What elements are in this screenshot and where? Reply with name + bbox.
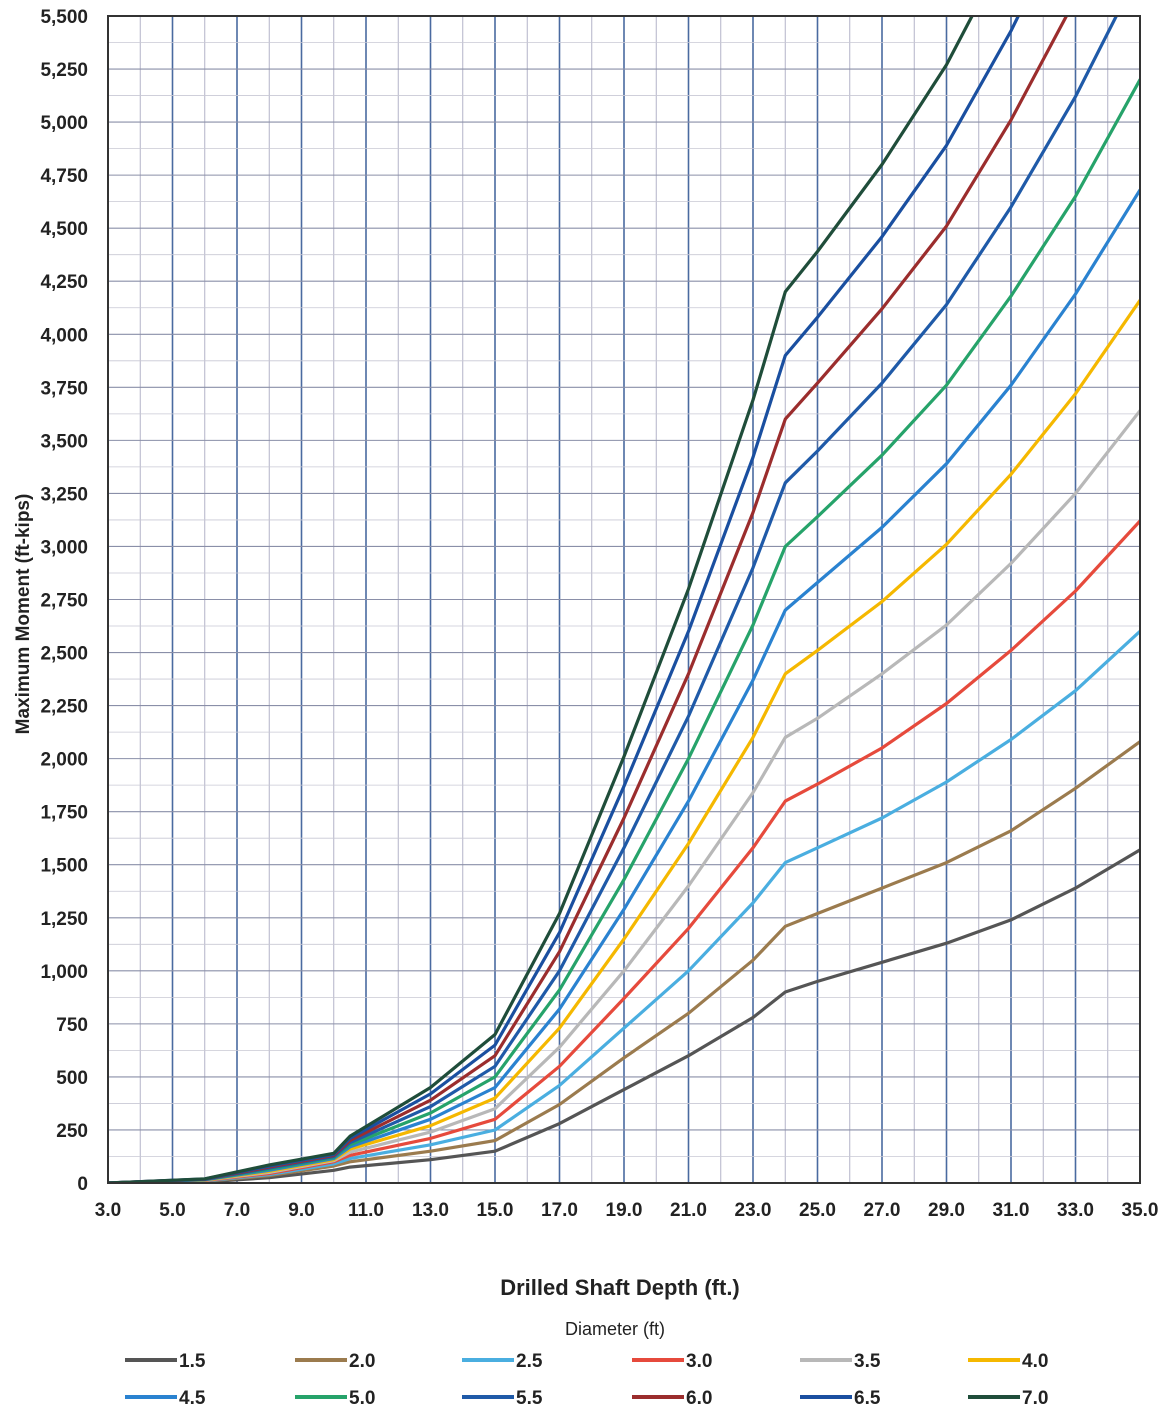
x-tick-label: 33.0	[1057, 1200, 1094, 1221]
x-tick-label: 7.0	[224, 1200, 250, 1221]
y-tick-label: 4,000	[40, 325, 88, 346]
x-tick-label: 21.0	[670, 1200, 707, 1221]
y-tick-label: 250	[56, 1121, 88, 1142]
x-tick-label: 23.0	[735, 1200, 772, 1221]
x-tick-label: 27.0	[864, 1200, 901, 1221]
y-tick-label: 2,750	[40, 591, 88, 612]
y-tick-labels: 0 250 500 750 1,000 1,250 1,500 1,750 2,000 2,250…	[40, 7, 88, 1195]
series-line-7.0	[108, 16, 974, 1183]
legend-label-1.5: 1.5	[179, 1351, 206, 1372]
y-tick-label: 2,250	[40, 697, 88, 718]
x-tick-label: 15.0	[477, 1200, 514, 1221]
y-tick-label: 1,500	[40, 856, 88, 877]
plot-frame	[107, 15, 1141, 1184]
legend-label-2.5: 2.5	[516, 1351, 543, 1372]
y-tick-label: 750	[56, 1015, 88, 1036]
y-tick-label: 4,750	[40, 166, 88, 187]
y-tick-label: 4,250	[40, 272, 88, 293]
x-tick-label: 31.0	[993, 1200, 1030, 1221]
y-tick-label: 0	[77, 1174, 88, 1195]
series-line-1.5	[108, 848, 1140, 1183]
x-tick-label: 13.0	[412, 1200, 449, 1221]
legend-label-4.5: 4.5	[179, 1388, 206, 1409]
y-tick-label: 3,750	[40, 378, 88, 399]
y-tick-label: 1,000	[40, 962, 88, 983]
x-tick-labels: 3.0 5.0 7.0 9.0 11.0 13.0 15.0 17.0 19.0 21.0 23.0…	[95, 1200, 1159, 1221]
legend-label-6.0: 6.0	[686, 1388, 712, 1409]
y-tick-label: 3,250	[40, 484, 88, 505]
legend-label-3.0: 3.0	[686, 1351, 712, 1372]
legend-title: Diameter (ft)	[565, 1319, 665, 1339]
x-tick-label: 11.0	[348, 1200, 384, 1221]
x-tick-label: 19.0	[606, 1200, 643, 1221]
x-tick-label: 17.0	[541, 1200, 578, 1221]
legend: 1.5 2.0 2.5 3.0 3.5 4.0 4.5 5.0 5.5 6.0 6.5 7.0	[125, 1351, 1048, 1409]
legend-label-3.5: 3.5	[854, 1351, 881, 1372]
x-tick-label: 29.0	[928, 1200, 965, 1221]
gridlines	[108, 16, 1140, 1183]
legend-label-5.0: 5.0	[349, 1388, 375, 1409]
y-tick-label: 1,250	[40, 909, 88, 930]
legend-label-6.5: 6.5	[854, 1388, 881, 1409]
y-axis-label: Maximum Moment (ft-kips)	[13, 494, 34, 735]
y-tick-label: 2,000	[40, 750, 88, 771]
y-tick-label: 2,500	[40, 644, 88, 665]
x-tick-label: 5.0	[159, 1200, 185, 1221]
x-tick-label: 35.0	[1122, 1200, 1159, 1221]
legend-label-7.0: 7.0	[1022, 1388, 1048, 1409]
x-tick-label: 9.0	[288, 1200, 314, 1221]
y-tick-label: 4,500	[40, 219, 88, 240]
series-line-2.0	[108, 740, 1140, 1183]
y-tick-label: 500	[56, 1068, 88, 1089]
legend-label-5.5: 5.5	[516, 1388, 543, 1409]
y-tick-label: 5,500	[40, 7, 88, 28]
y-tick-label: 3,500	[40, 431, 88, 452]
x-tick-label: 3.0	[95, 1200, 121, 1221]
series-line-2.5	[108, 629, 1140, 1183]
y-tick-label: 1,750	[40, 803, 88, 824]
y-tick-label: 5,250	[40, 60, 88, 81]
y-tick-label: 5,000	[40, 113, 88, 134]
y-tick-label: 3,000	[40, 537, 88, 558]
x-axis-label: Drilled Shaft Depth (ft.)	[500, 1275, 740, 1300]
legend-label-2.0: 2.0	[349, 1351, 375, 1372]
legend-label-4.0: 4.0	[1022, 1351, 1048, 1372]
x-tick-label: 25.0	[799, 1200, 836, 1221]
series-lines	[108, 16, 1140, 1183]
